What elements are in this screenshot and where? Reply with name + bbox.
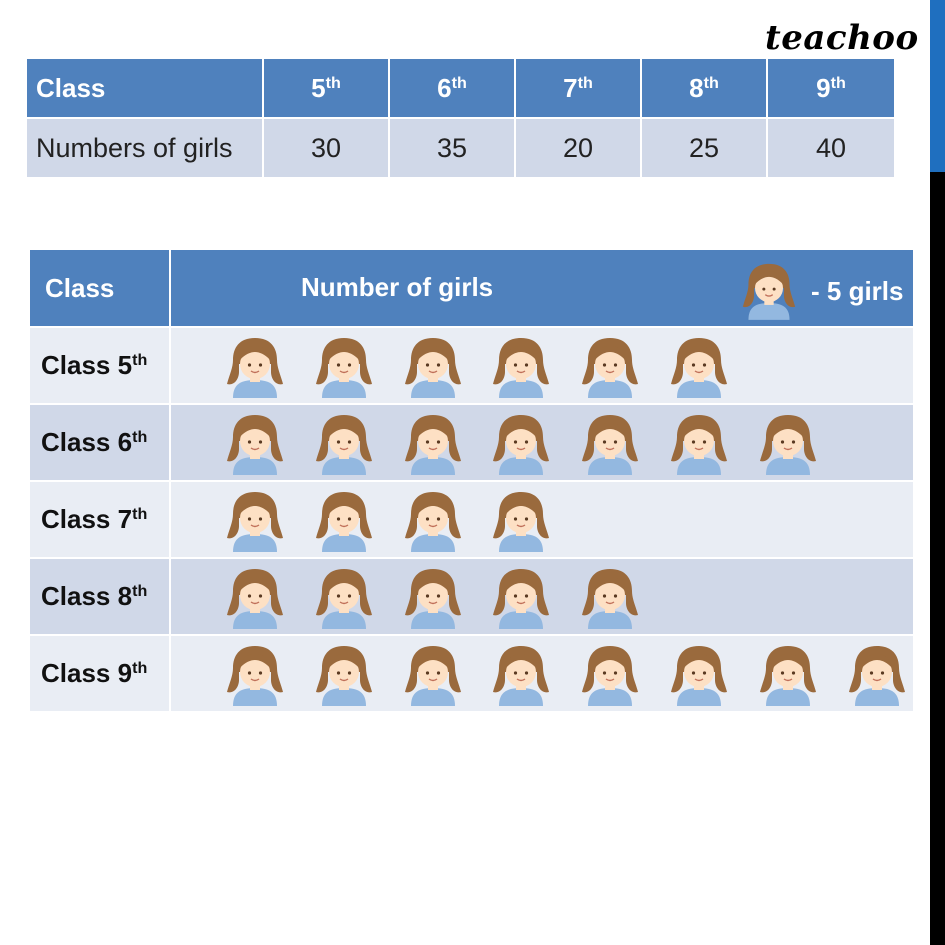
right-edge-accent	[930, 0, 945, 172]
class-7-header: 7th	[514, 57, 642, 119]
icons-cell-class-5	[169, 326, 915, 405]
right-edge-bar	[930, 0, 945, 945]
row-label-class-7: Class 7th	[28, 480, 171, 559]
icons-cell-class-7	[169, 480, 915, 559]
girl-icon	[582, 414, 639, 475]
key-girl-icon	[741, 260, 797, 327]
pictograph-row: Class 9th	[28, 634, 915, 713]
girl-icon	[493, 337, 550, 398]
pictograph-header-row: Class Number of girls - 5 girls	[28, 248, 915, 328]
numbers-of-girls-label: Numbers of girls	[25, 117, 264, 179]
row-label-class-6: Class 6th	[28, 403, 171, 482]
class-5-header: 5th	[262, 57, 390, 119]
girls-class-8: 25	[640, 117, 768, 179]
girl-icon	[493, 414, 550, 475]
pictograph-row: Class 6th	[28, 403, 915, 482]
girl-icon	[759, 645, 816, 706]
class-8-header: 8th	[640, 57, 768, 119]
girl-icon	[404, 645, 461, 706]
key-girl-icon-svg	[742, 263, 796, 320]
girls-class-5: 30	[262, 117, 390, 179]
girls-class-7: 20	[514, 117, 642, 179]
girl-icon	[582, 645, 639, 706]
girl-icon	[227, 645, 283, 706]
girl-icon	[315, 491, 372, 552]
data-table-header-row: Class 5th 6th 7th 8th 9th	[25, 57, 896, 119]
pictograph-row: Class 7th	[28, 480, 915, 559]
girl-icon	[671, 337, 727, 398]
girl-icon	[227, 568, 283, 629]
girl-icon	[315, 414, 372, 475]
girls-class-6: 35	[388, 117, 516, 179]
row-label-class-5: Class 5th	[28, 326, 171, 405]
icons-cell-class-6	[169, 403, 915, 482]
row-label-class-9: Class 9th	[28, 634, 171, 713]
girl-icon	[404, 414, 461, 475]
girl-icon	[227, 491, 283, 552]
girl-icon	[404, 568, 461, 629]
icons-cell-class-9	[169, 634, 915, 713]
class-6-header: 6th	[388, 57, 516, 119]
pictograph-count-header: Number of girls - 5 girls	[169, 248, 915, 328]
pictograph-row: Class 5th	[28, 326, 915, 405]
girl-icon	[404, 337, 461, 398]
number-of-girls-header: Number of girls	[301, 272, 494, 302]
girls-data-table: Class 5th 6th 7th 8th 9th Numbers of gir…	[25, 57, 896, 179]
girl-icon	[582, 568, 639, 629]
girl-icon	[493, 568, 550, 629]
girl-icon	[315, 337, 372, 398]
girl-icon	[493, 491, 550, 552]
pictograph-row: Class 8th	[28, 557, 915, 636]
girl-icon	[848, 645, 905, 706]
girl-icon	[671, 414, 727, 475]
key-label: - 5 girls	[811, 276, 904, 306]
pictograph-class-header: Class	[28, 248, 171, 328]
girl-icon	[227, 414, 283, 475]
class-header: Class	[25, 57, 264, 119]
girls-class-9: 40	[766, 117, 896, 179]
class-9-header: 9th	[766, 57, 896, 119]
icons-cell-class-8	[169, 557, 915, 636]
girl-icon	[582, 337, 639, 398]
girl-icon	[404, 491, 461, 552]
girl-icon	[493, 645, 550, 706]
girl-icon	[315, 645, 372, 706]
girl-icon	[671, 645, 727, 706]
row-label-class-8: Class 8th	[28, 557, 171, 636]
girl-icon	[315, 568, 372, 629]
girl-icon	[759, 414, 816, 475]
girl-icon	[227, 337, 283, 398]
teachoo-logo: teachoo	[765, 18, 919, 58]
pictograph-table: Class Number of girls - 5 girls Class 5t…	[28, 248, 915, 713]
data-table-value-row: Numbers of girls 30 35 20 25 40	[25, 117, 896, 179]
